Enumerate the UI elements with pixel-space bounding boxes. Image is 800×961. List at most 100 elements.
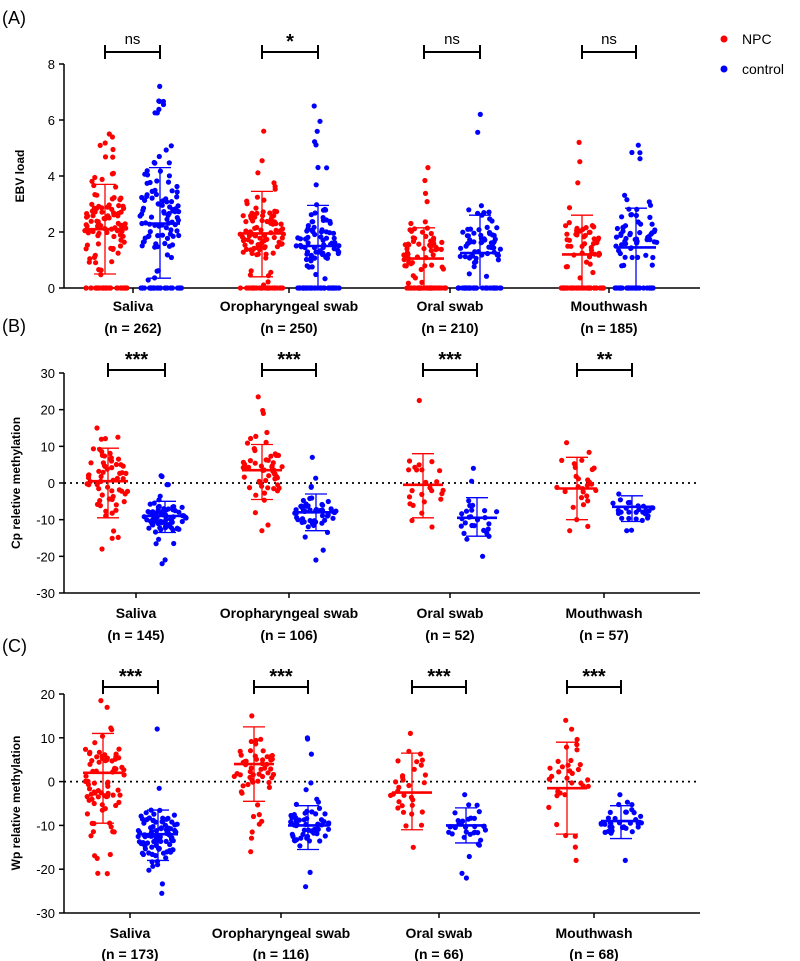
data-point-control xyxy=(174,215,180,221)
data-point-npc xyxy=(414,467,420,473)
data-point-npc xyxy=(272,208,278,214)
data-point-npc xyxy=(102,806,108,812)
y-axis-title: Wp relative methylation xyxy=(9,736,23,871)
category-label: Mouthwash xyxy=(571,298,648,314)
significance-label: ns xyxy=(444,31,460,48)
data-point-npc xyxy=(555,758,561,765)
data-point-npc xyxy=(91,205,97,211)
data-point-control xyxy=(295,285,301,291)
data-point-npc xyxy=(257,235,263,241)
data-point-npc xyxy=(250,772,256,778)
data-point-control xyxy=(626,509,632,515)
data-point-npc xyxy=(410,797,416,803)
data-point-npc xyxy=(576,139,582,145)
data-point-control xyxy=(497,246,503,252)
data-point-control xyxy=(471,239,477,245)
data-point-npc xyxy=(95,241,101,247)
data-point-npc xyxy=(585,523,591,530)
data-point-npc xyxy=(109,465,115,471)
data-point-npc xyxy=(393,779,399,785)
data-point-npc xyxy=(121,239,127,245)
data-point-npc xyxy=(266,473,272,479)
significance-label: *** xyxy=(125,349,149,371)
data-point-control xyxy=(489,285,495,291)
data-point-npc xyxy=(244,440,251,446)
y-tick-label: 2 xyxy=(48,225,55,240)
significance-label: * xyxy=(286,31,294,53)
series-control xyxy=(446,792,488,881)
data-point-control xyxy=(299,519,305,526)
data-point-control xyxy=(305,240,311,246)
data-point-npc xyxy=(412,275,418,281)
y-tick-label: 6 xyxy=(48,113,55,128)
data-point-control xyxy=(481,527,487,534)
data-point-control xyxy=(158,527,164,533)
data-point-control xyxy=(476,227,482,233)
data-point-control xyxy=(163,816,169,822)
data-point-control xyxy=(138,840,144,847)
data-point-control xyxy=(169,837,175,843)
data-point-npc xyxy=(248,215,254,221)
legend-npc-label: NPC xyxy=(742,31,772,47)
data-point-control xyxy=(649,262,655,268)
data-point-npc xyxy=(564,237,570,243)
data-point-control xyxy=(297,236,304,242)
y-tick-label: -10 xyxy=(36,513,55,528)
y-tick-label: -10 xyxy=(36,818,55,833)
data-point-control xyxy=(297,843,303,849)
data-point-control xyxy=(176,232,182,239)
data-point-npc xyxy=(565,243,571,249)
data-point-npc xyxy=(95,870,101,876)
data-point-control xyxy=(303,236,309,242)
panel-b: (B) -30 -20 -10 0 10 20 30 Cp reletive methylati… xyxy=(2,316,700,643)
data-point-npc xyxy=(105,790,111,797)
data-point-control xyxy=(486,209,492,215)
data-point-npc xyxy=(113,802,119,809)
data-point-npc xyxy=(400,773,406,779)
data-point-control xyxy=(467,226,474,232)
data-point-npc xyxy=(428,230,434,237)
data-point-control xyxy=(629,802,635,808)
data-point-npc xyxy=(92,252,98,258)
category-label: Saliva xyxy=(116,605,157,621)
data-point-control xyxy=(170,847,176,853)
category-n-label: (n = 106) xyxy=(260,627,317,643)
data-point-npc xyxy=(242,461,248,467)
data-point-control xyxy=(144,192,150,198)
series-npc xyxy=(388,730,432,850)
data-point-control xyxy=(457,253,463,259)
panel-letter: (A) xyxy=(2,8,26,28)
data-point-control xyxy=(308,484,314,490)
data-point-npc xyxy=(438,496,444,502)
data-point-control xyxy=(462,792,468,798)
data-point-npc xyxy=(106,215,112,221)
data-point-control xyxy=(172,508,178,514)
data-point-control xyxy=(618,285,624,291)
data-point-control xyxy=(308,828,314,834)
data-point-control xyxy=(166,210,172,217)
y-tick-label: 30 xyxy=(41,366,55,381)
data-point-npc xyxy=(241,236,247,243)
data-point-control xyxy=(167,231,173,237)
y-tick-label: 20 xyxy=(41,403,55,418)
data-point-control xyxy=(622,857,628,864)
data-point-npc xyxy=(425,165,431,171)
data-point-control xyxy=(466,802,472,808)
data-point-npc xyxy=(115,456,122,462)
data-point-npc xyxy=(257,246,263,253)
data-point-control xyxy=(304,251,310,257)
data-point-control xyxy=(325,498,331,505)
data-point-control xyxy=(489,232,495,238)
data-point-npc xyxy=(110,829,116,835)
data-point-npc xyxy=(406,782,412,789)
y-tick-label: -30 xyxy=(36,906,55,921)
data-point-npc xyxy=(120,285,127,291)
data-point-control xyxy=(300,831,306,838)
data-point-control xyxy=(462,285,468,291)
data-point-control xyxy=(322,276,328,282)
data-point-control xyxy=(150,863,156,869)
data-point-npc xyxy=(111,210,117,216)
data-point-npc xyxy=(409,517,415,524)
data-point-npc xyxy=(244,198,250,204)
data-point-control xyxy=(619,515,625,521)
